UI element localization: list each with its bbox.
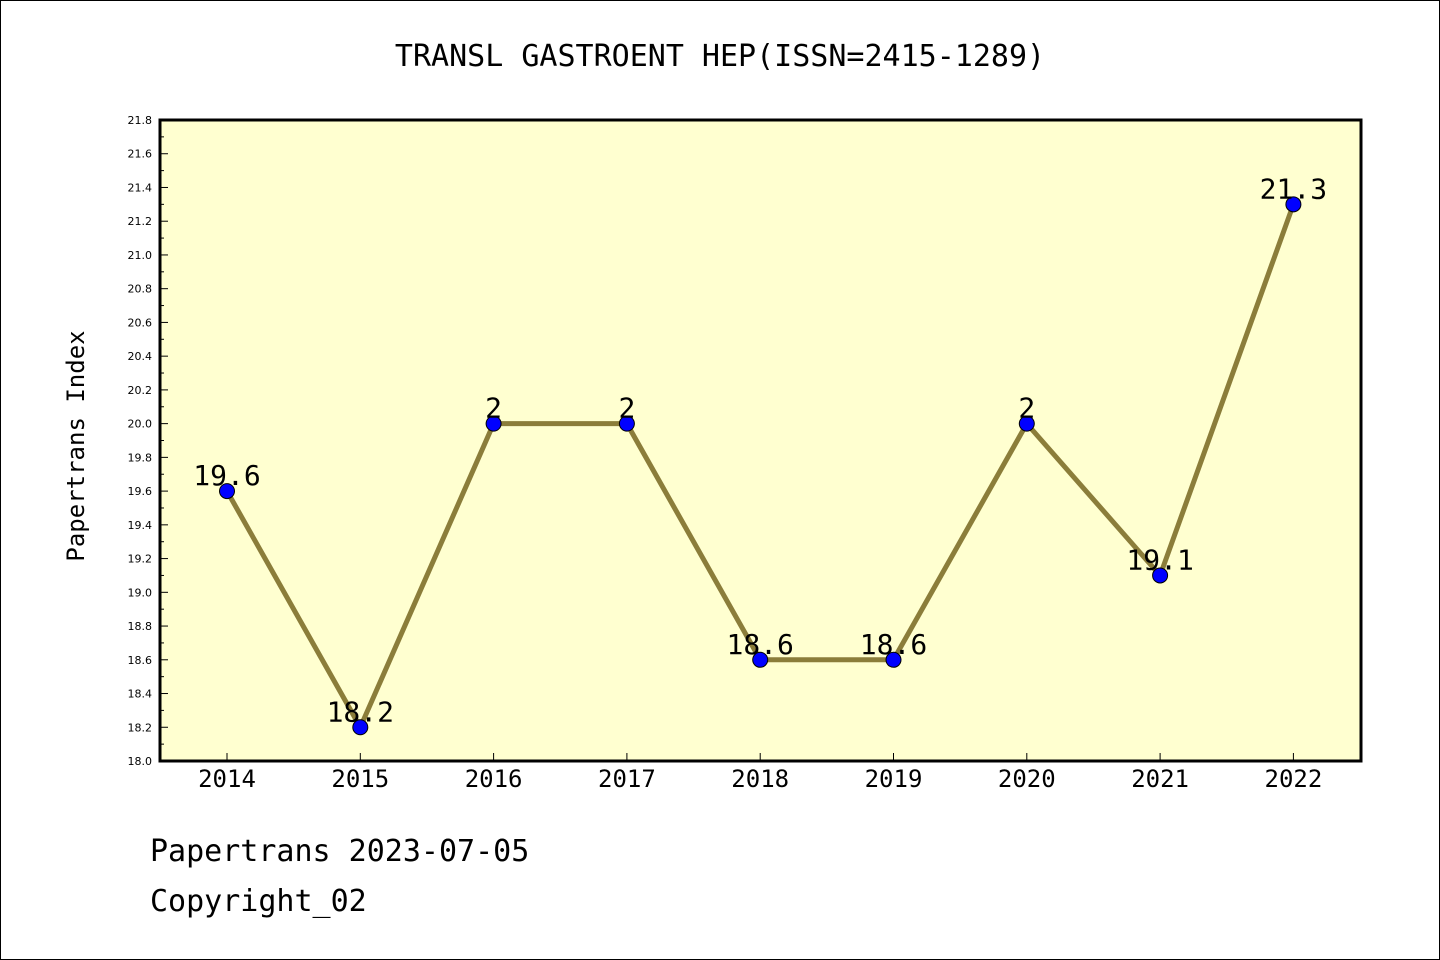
- y-tick-label: 18.4: [128, 688, 153, 701]
- footer-date: Papertrans 2023-07-05: [150, 834, 530, 869]
- y-tick-label: 20.0: [128, 418, 153, 431]
- y-tick-label: 20.6: [128, 316, 153, 329]
- y-tick-label: 18.0: [128, 755, 153, 768]
- chart-title: TRANSL GASTROENT HEP(ISSN=2415-1289): [395, 39, 1045, 74]
- y-tick-label: 19.4: [128, 519, 153, 532]
- data-label: 2: [485, 392, 502, 425]
- y-tick-label: 18.6: [128, 654, 153, 667]
- data-point: [485, 415, 502, 432]
- y-tick-label: 18.2: [128, 721, 153, 734]
- series-papertrans-index: 19.6 18.2 2 2 18.6 18.6 2 19.1 21.3: [193, 172, 1327, 736]
- data-label: 18.6: [860, 628, 927, 661]
- x-tick-label: 2017: [598, 765, 656, 793]
- data-label: 18.6: [726, 628, 793, 661]
- data-label: 2: [1018, 392, 1035, 425]
- data-point: [1152, 567, 1169, 584]
- y-tick-label: 19.2: [128, 553, 153, 566]
- data-point: [1285, 196, 1302, 213]
- x-axis: 2014 2015 2016 2017 2018 2019 2020 2021 2022: [198, 753, 1322, 793]
- y-axis: 18.0 18.2 18.4 18.6 18.8 19.0 19.2 19.4 19.6 19.8…: [128, 114, 168, 768]
- y-tick-label: 20.4: [128, 350, 153, 363]
- footer-copyright: Copyright_02: [150, 884, 367, 919]
- data-label: 19.1: [1126, 543, 1193, 576]
- data-point: [618, 415, 635, 432]
- x-tick-label: 2018: [731, 765, 789, 793]
- data-label: 21.3: [1260, 172, 1327, 205]
- y-axis-label: Papertrans Index: [62, 330, 90, 561]
- y-tick-label: 21.6: [128, 148, 153, 161]
- data-label: 18.2: [327, 695, 394, 728]
- y-tick-label: 21.8: [128, 114, 153, 127]
- x-tick-label: 2016: [465, 765, 523, 793]
- data-label: 19.6: [193, 459, 260, 492]
- y-tick-label: 20.2: [128, 384, 153, 397]
- data-point: [219, 483, 235, 500]
- y-tick-label: 21.2: [128, 215, 153, 228]
- x-tick-label: 2022: [1265, 765, 1323, 793]
- y-tick-label: 18.8: [128, 620, 153, 633]
- x-tick-label: 2020: [998, 765, 1056, 793]
- y-tick-label: 21.0: [128, 249, 153, 262]
- data-point: [1018, 415, 1035, 432]
- y-tick-label: 19.6: [128, 485, 153, 498]
- data-label: 2: [618, 392, 635, 425]
- x-tick-label: 2014: [198, 765, 256, 793]
- y-tick-label: 20.8: [128, 283, 153, 296]
- x-tick-label: 2015: [331, 765, 389, 793]
- y-tick-label: 19.0: [128, 586, 153, 599]
- y-tick-label: 19.8: [128, 451, 153, 464]
- x-tick-label: 2021: [1131, 765, 1189, 793]
- data-point: [885, 651, 902, 668]
- y-tick-label: 21.4: [128, 181, 153, 194]
- x-tick-label: 2019: [865, 765, 923, 793]
- data-point: [752, 651, 769, 668]
- data-point: [352, 719, 369, 736]
